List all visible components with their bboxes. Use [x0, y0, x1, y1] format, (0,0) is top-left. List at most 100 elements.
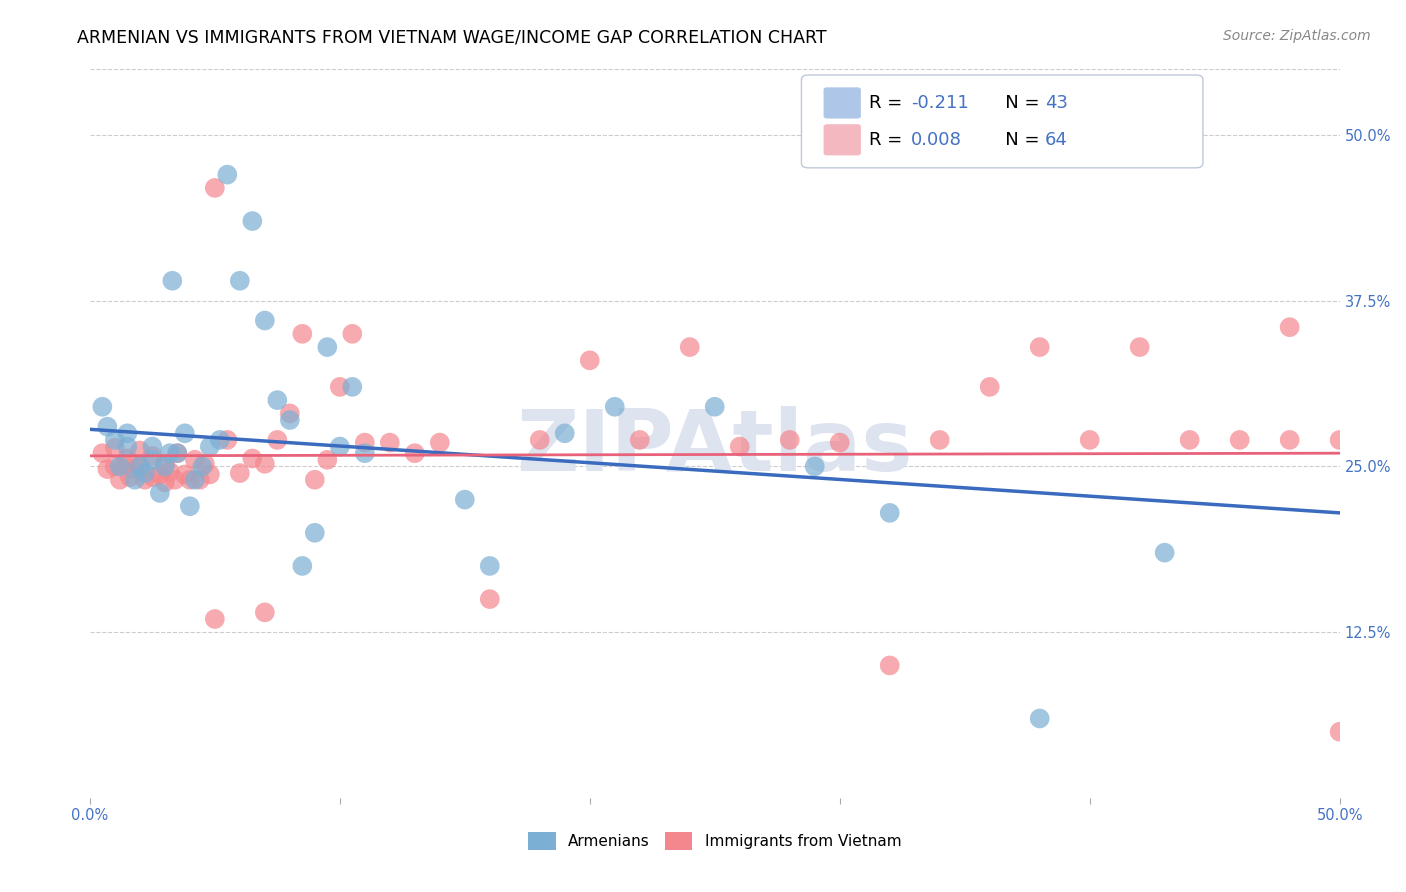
Point — [179, 473, 201, 487]
Point — [1278, 320, 1301, 334]
Point — [240, 451, 263, 466]
Text: ARMENIAN VS IMMIGRANTS FROM VIETNAM WAGE/INCOME GAP CORRELATION CHART: ARMENIAN VS IMMIGRANTS FROM VIETNAM WAGE… — [77, 29, 827, 46]
Point — [117, 426, 139, 441]
Point — [229, 274, 252, 288]
Point — [118, 470, 141, 484]
Point — [879, 506, 901, 520]
Point — [1229, 433, 1251, 447]
Point — [679, 340, 702, 354]
Text: R =: R = — [869, 131, 908, 149]
Point — [304, 525, 326, 540]
Point — [342, 326, 364, 341]
Legend: Armenians, Immigrants from Vietnam: Armenians, Immigrants from Vietnam — [522, 826, 907, 856]
Point — [1028, 711, 1050, 725]
Point — [353, 435, 375, 450]
Text: N =: N = — [988, 94, 1046, 112]
Point — [163, 473, 186, 487]
Point — [149, 486, 172, 500]
Point — [304, 473, 326, 487]
Point — [179, 500, 201, 514]
Point — [1129, 340, 1152, 354]
Point — [128, 443, 150, 458]
Point — [278, 413, 301, 427]
Text: 43: 43 — [1045, 94, 1067, 112]
Point — [316, 340, 339, 354]
Point — [153, 459, 176, 474]
Point — [166, 446, 188, 460]
Point — [554, 426, 576, 441]
Text: 64: 64 — [1045, 131, 1067, 149]
Point — [342, 380, 364, 394]
Point — [329, 380, 352, 394]
Point — [104, 459, 127, 474]
Point — [728, 440, 751, 454]
Text: ZIPAtlas: ZIPAtlas — [516, 407, 912, 490]
Point — [198, 440, 221, 454]
Point — [603, 400, 626, 414]
Point — [184, 473, 207, 487]
Point — [191, 459, 214, 474]
Point — [1078, 433, 1101, 447]
Point — [578, 353, 600, 368]
Point — [217, 433, 239, 447]
Point — [803, 459, 825, 474]
Point — [194, 457, 217, 471]
Point — [159, 446, 181, 460]
Point — [779, 433, 801, 447]
Point — [1329, 724, 1351, 739]
Point — [217, 168, 239, 182]
Point — [104, 441, 127, 455]
Point — [117, 440, 139, 454]
Point — [478, 592, 501, 607]
Point — [204, 612, 226, 626]
Text: 0.008: 0.008 — [911, 131, 962, 149]
Point — [628, 433, 651, 447]
Point — [166, 446, 188, 460]
Point — [173, 426, 195, 441]
Point — [1028, 340, 1050, 354]
Point — [104, 433, 127, 447]
Point — [184, 452, 207, 467]
Point — [198, 467, 221, 482]
Point — [266, 393, 288, 408]
Point — [91, 446, 114, 460]
Point — [159, 465, 181, 479]
Point — [141, 470, 163, 484]
Point — [378, 435, 401, 450]
Text: Source: ZipAtlas.com: Source: ZipAtlas.com — [1223, 29, 1371, 43]
Point — [117, 451, 139, 466]
Point — [291, 326, 314, 341]
Point — [253, 606, 276, 620]
Point — [1178, 433, 1201, 447]
Point — [153, 457, 176, 471]
Point — [253, 313, 276, 327]
Point — [141, 452, 163, 467]
Point — [1278, 433, 1301, 447]
Point — [703, 400, 725, 414]
Point — [454, 492, 477, 507]
Text: N =: N = — [988, 131, 1046, 149]
Point — [141, 440, 163, 454]
Point — [188, 473, 211, 487]
Point — [1153, 546, 1175, 560]
Point — [240, 214, 263, 228]
Point — [208, 433, 231, 447]
Point — [128, 459, 150, 474]
Point — [128, 459, 150, 474]
Point — [108, 459, 131, 474]
Point — [91, 400, 114, 414]
Point — [353, 446, 375, 460]
Point — [429, 435, 451, 450]
Point — [278, 406, 301, 420]
Point — [162, 274, 184, 288]
Point — [114, 457, 136, 471]
Point — [134, 473, 156, 487]
Point — [1329, 433, 1351, 447]
Point — [266, 433, 288, 447]
Point — [529, 433, 551, 447]
Point — [96, 419, 118, 434]
Point — [291, 558, 314, 573]
Point — [108, 473, 131, 487]
Point — [153, 475, 176, 490]
Text: -0.211: -0.211 — [911, 94, 969, 112]
